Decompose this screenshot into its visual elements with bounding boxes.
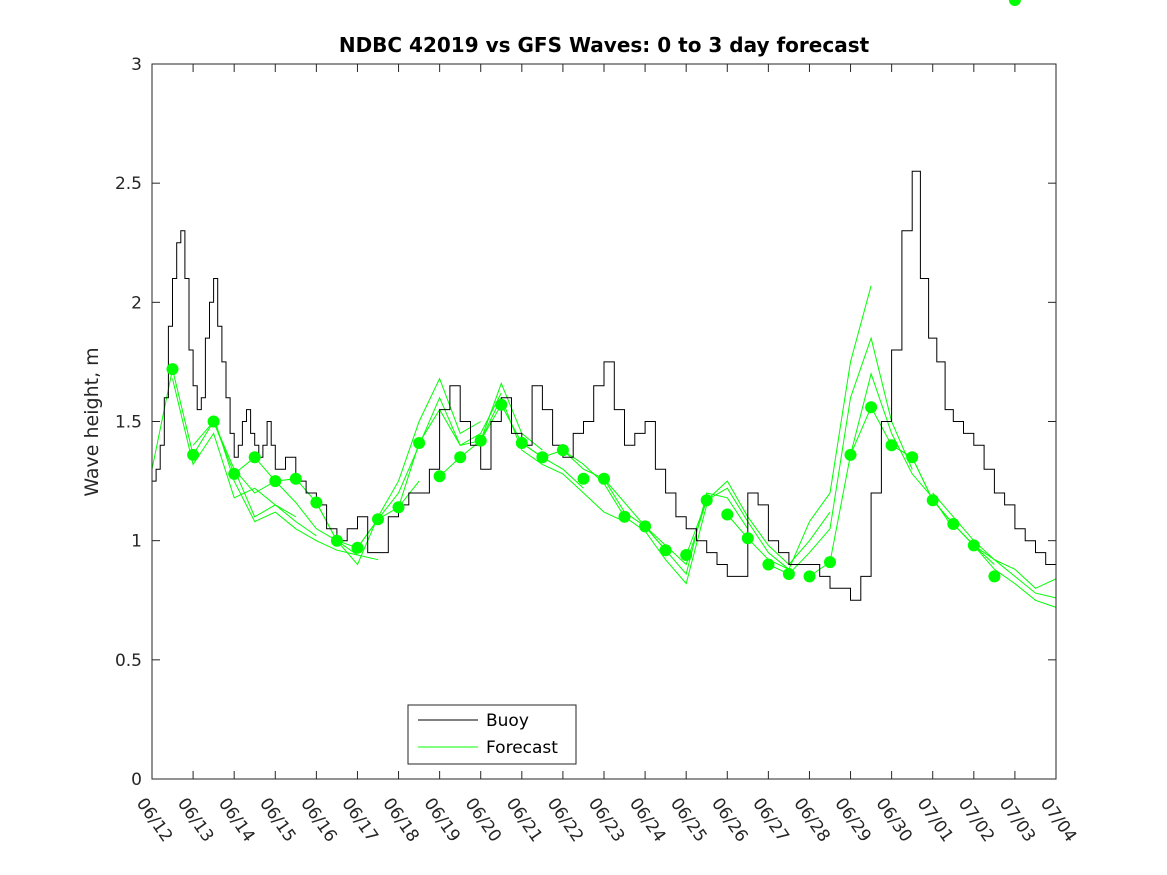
legend: Buoy Forecast bbox=[407, 704, 577, 765]
forecast-marker bbox=[330, 534, 343, 547]
forecast-marker bbox=[372, 513, 384, 526]
forecast-marker bbox=[947, 518, 960, 530]
forecast-marker bbox=[680, 549, 693, 561]
forecast-marker bbox=[926, 494, 939, 507]
forecast-line-12 bbox=[562, 449, 708, 585]
forecast-marker bbox=[865, 401, 878, 414]
forecast-marker bbox=[187, 448, 200, 461]
y-tick-label: 1 bbox=[131, 532, 142, 552]
y-tick-label: 1.5 bbox=[115, 413, 142, 433]
forecast-marker bbox=[824, 556, 836, 569]
y-axis-label: Wave height, m bbox=[81, 347, 103, 496]
forecast-marker bbox=[536, 451, 549, 464]
forecast-marker bbox=[762, 558, 775, 571]
legend-box bbox=[407, 704, 577, 765]
forecast-marker bbox=[207, 415, 220, 428]
forecast-marker bbox=[618, 510, 631, 523]
forecast-marker bbox=[967, 539, 980, 552]
forecast-marker bbox=[166, 363, 179, 376]
forecast-marker bbox=[474, 434, 487, 447]
forecast-marker bbox=[885, 439, 898, 452]
forecast-marker bbox=[659, 544, 672, 557]
forecast-marker bbox=[310, 496, 323, 509]
forecast-marker bbox=[228, 467, 241, 480]
forecast-marker bbox=[639, 520, 652, 533]
chart-title: NDBC 42019 vs GFS Waves: 0 to 3 day fore… bbox=[339, 33, 870, 57]
forecast-marker bbox=[906, 451, 919, 464]
forecast-marker bbox=[269, 475, 282, 488]
forecast-marker bbox=[1008, 0, 1021, 6]
forecast-marker bbox=[515, 437, 528, 449]
forecast-marker bbox=[803, 570, 816, 583]
forecast-marker bbox=[248, 451, 261, 464]
forecast-marker bbox=[413, 437, 426, 449]
forecast-marker bbox=[556, 444, 569, 457]
forecast-marker bbox=[844, 448, 857, 461]
forecast-marker bbox=[741, 532, 754, 545]
forecast-marker bbox=[988, 570, 1001, 583]
y-tick-label: 0 bbox=[131, 770, 142, 790]
forecast-marker bbox=[433, 470, 446, 483]
forecast-marker bbox=[289, 472, 302, 485]
forecast-marker bbox=[782, 568, 795, 580]
y-tick-label: 2 bbox=[131, 293, 142, 313]
forecast-marker bbox=[577, 472, 590, 485]
y-tick-label: 2.5 bbox=[115, 174, 142, 194]
y-tick-label: 0.5 bbox=[115, 651, 142, 671]
forecast-line-3 bbox=[213, 416, 358, 556]
forecast-line-6 bbox=[315, 377, 481, 566]
forecast-marker bbox=[598, 472, 610, 485]
legend-forecast-label: Forecast bbox=[486, 738, 558, 758]
legend-buoy-label: Buoy bbox=[486, 711, 529, 731]
forecast-marker bbox=[700, 494, 713, 507]
forecast-marker bbox=[495, 398, 508, 411]
forecast-marker bbox=[392, 501, 405, 514]
forecast-marker bbox=[721, 508, 734, 521]
buoy-line bbox=[152, 170, 1057, 601]
forecast-marker bbox=[454, 451, 467, 464]
y-tick-label: 3 bbox=[131, 55, 142, 75]
forecast-marker bbox=[351, 541, 364, 554]
forecast-line-22 bbox=[973, 544, 1057, 599]
